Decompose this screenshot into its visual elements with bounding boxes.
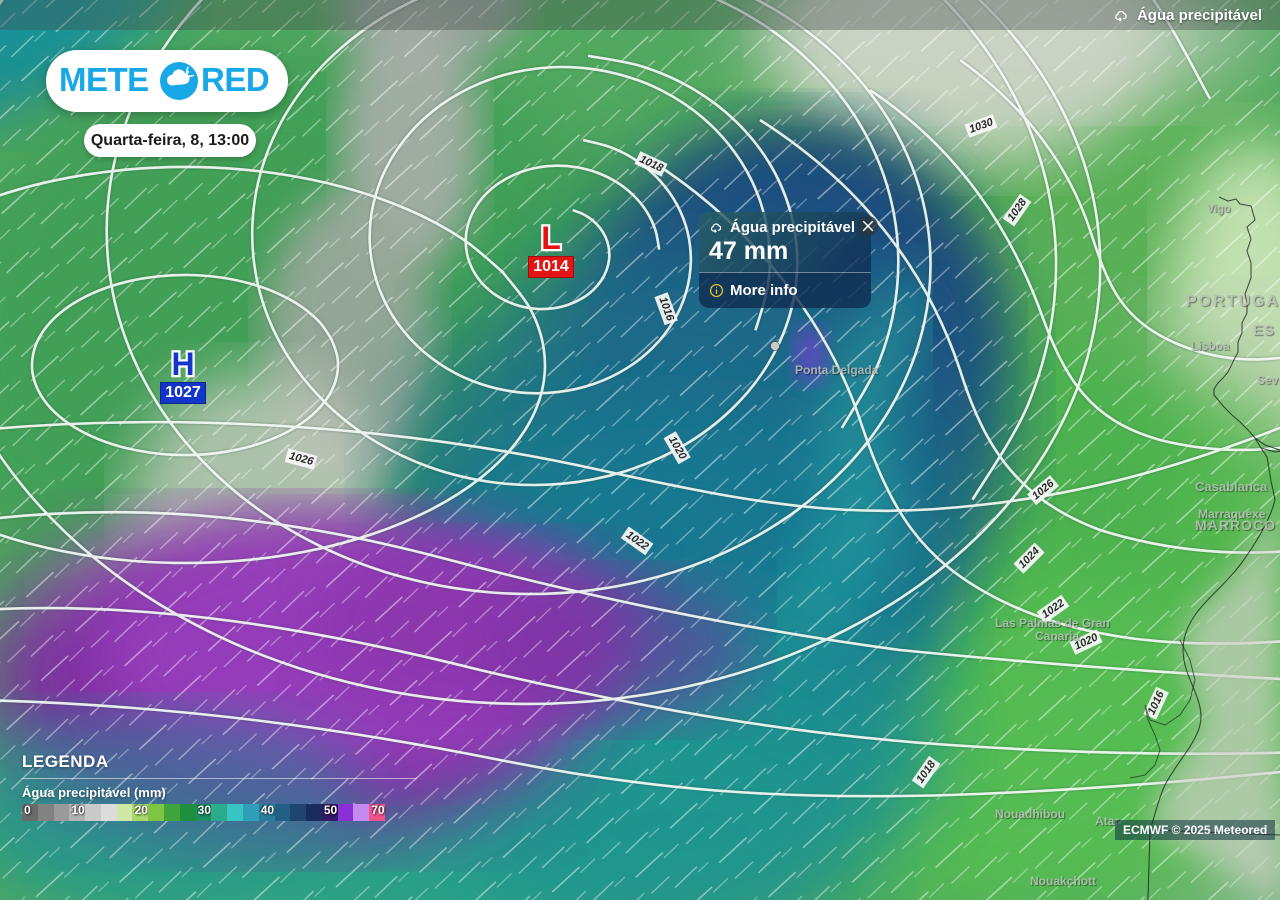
svg-text:RED: RED <box>201 61 269 98</box>
svg-text:METE: METE <box>59 61 149 98</box>
svg-text:H: H <box>171 348 194 382</box>
svg-text:L: L <box>541 222 561 256</box>
